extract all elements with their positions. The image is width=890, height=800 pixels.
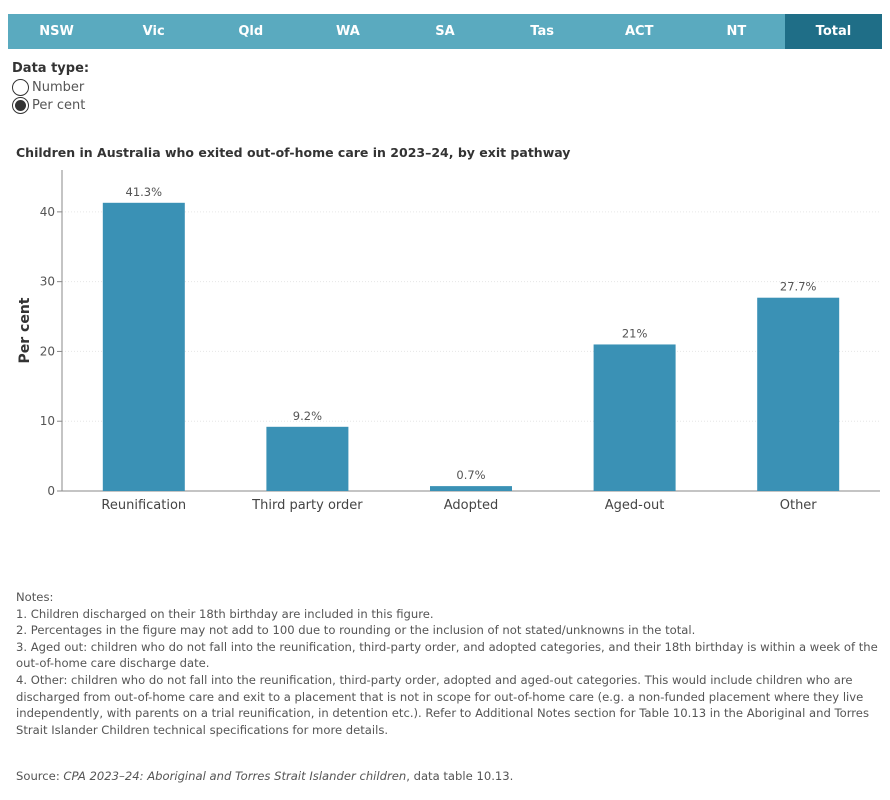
note-2: 2. Percentages in the figure may not add… [16,623,696,638]
tab-act[interactable]: ACT [590,14,688,49]
chart-title: Children in Australia who exited out-of-… [16,145,570,160]
data-type-selector: Data type: Number Per cent [12,61,89,114]
chart-title-region: Australia [97,145,161,160]
radio-option-per-cent[interactable]: Per cent [12,96,89,114]
radio-label-per-cent: Per cent [32,97,86,113]
bar-reunification [102,202,185,491]
radio-selected-dot [15,99,26,111]
y-axis-label: Per cent [17,297,33,363]
tab-wa[interactable]: WA [299,14,397,49]
notes-heading: Notes: [16,590,54,604]
tab-tas[interactable]: Tas [493,14,591,49]
tab-qld[interactable]: Qld [202,14,300,49]
y-tick-label: 30 [40,275,55,289]
notes-section: Notes: 1. Children discharged on their 1… [16,589,878,738]
bar-third-party-order [266,426,349,491]
bar-chart: 0 10 20 30 40 Per cent 41.3% Reunification 9.2% T… [17,170,880,513]
source-line: Source: CPA 2023–24: Aboriginal and Torr… [16,769,513,783]
x-tick-label: Aged-out [605,498,665,513]
chart-title-prefix: Children in [16,145,98,160]
tab-nt[interactable]: NT [687,14,785,49]
note-4: 4. Other: children who do not fall into … [16,672,869,737]
tab-total[interactable]: Total [784,14,882,49]
chart-title-suffix: who exited out-of-home care in 2023–24, … [160,145,571,160]
source-title: CPA 2023–24: Aboriginal and Torres Strai… [63,769,407,783]
radio-button-number[interactable] [12,78,29,96]
tab-nsw[interactable]: NSW [8,14,106,49]
data-type-title: Data type: [12,61,90,76]
radio-label-number: Number [32,79,85,95]
source-prefix: Source: [16,769,64,783]
y-tick-label: 40 [40,205,55,219]
state-tab-bar: NSW Vic Qld WA SA Tas ACT NT Total [8,14,882,49]
data-label: 21% [622,326,648,340]
x-tick-label: Third party order [251,498,363,513]
source-suffix: , data table 10.13. [406,769,514,783]
radio-option-number[interactable]: Number [12,78,89,96]
data-label: 27.7% [780,280,817,294]
tab-vic[interactable]: Vic [105,14,203,49]
x-tick-label: Adopted [444,498,498,513]
data-label: 0.7% [456,468,485,482]
y-tick-label: 20 [40,344,55,358]
x-tick-label: Reunification [101,498,186,513]
x-tick-label: Other [780,498,818,513]
note-3: 3. Aged out: children who do not fall in… [16,639,878,671]
data-label: 9.2% [293,409,322,423]
note-1: 1. Children discharged on their 18th bir… [16,606,434,621]
bar-aged-out [593,344,676,491]
radio-button-per-cent[interactable] [12,96,29,114]
bar-adopted [430,486,512,491]
data-label: 41.3% [126,185,163,199]
y-tick-label: 0 [47,484,55,498]
bar-other [757,297,840,491]
tab-sa[interactable]: SA [396,14,494,49]
y-tick-label: 10 [40,414,55,428]
